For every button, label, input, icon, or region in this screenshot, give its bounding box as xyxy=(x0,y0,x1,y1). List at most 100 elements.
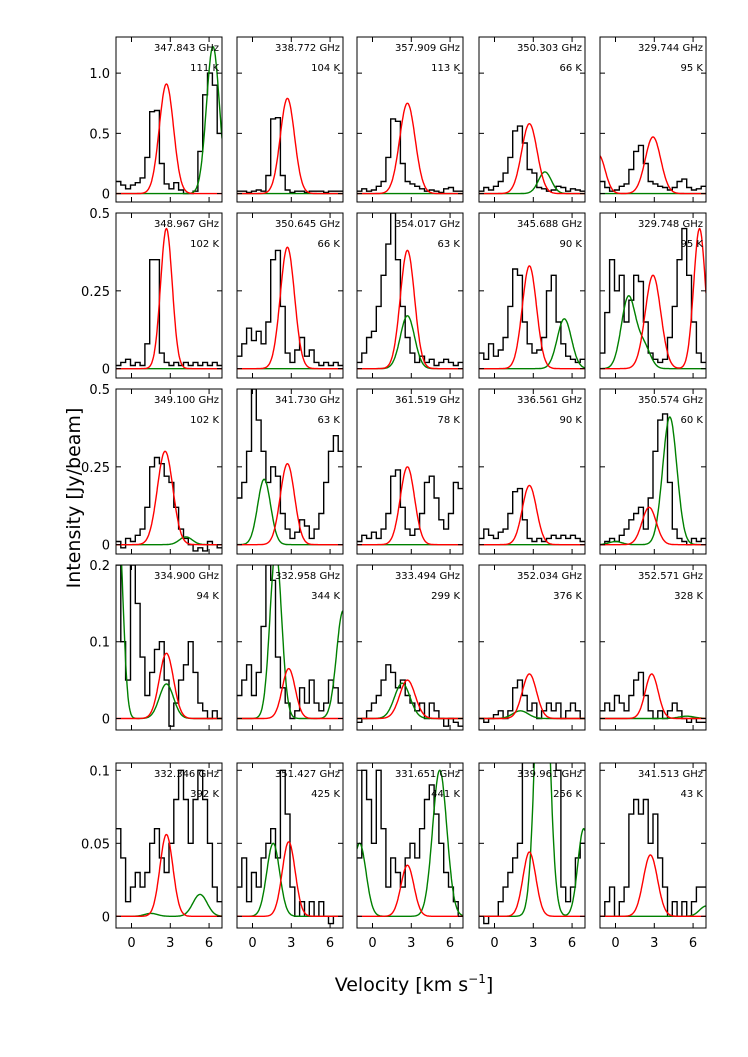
x-tick-label: 3 xyxy=(529,936,537,951)
panel-frame xyxy=(236,388,344,555)
panel-plot-area xyxy=(116,450,222,552)
frequency-label: 333.494 GHz xyxy=(395,571,460,582)
x-tick-label: 3 xyxy=(166,936,174,951)
panel: 0 3 6 0 0.05 0.1 332.346 GHz 392 K xyxy=(81,762,223,951)
temperature-label: 95 K xyxy=(681,239,704,250)
line-fit xyxy=(357,466,463,546)
frequency-label: 331.651 GHz xyxy=(395,769,460,780)
other-species-fit xyxy=(479,171,585,195)
observed-spectrum xyxy=(357,118,463,194)
temperature-label: 102 K xyxy=(190,415,219,426)
panel-plot-area xyxy=(479,673,585,723)
temperature-label: 95 K xyxy=(681,63,704,74)
panel: 354.017 GHz 63 K xyxy=(356,212,464,379)
line-fit xyxy=(357,249,463,370)
y-tick-label: 0.5 xyxy=(89,127,110,142)
panel-plot-area xyxy=(600,798,706,917)
panel: 350.645 GHz 66 K xyxy=(236,212,344,379)
temperature-label: 328 K xyxy=(674,591,703,602)
temperature-label: 344 K xyxy=(311,591,340,602)
temperature-label: 94 K xyxy=(197,591,220,602)
panel-frame xyxy=(599,564,707,731)
panel-plot-area xyxy=(357,769,463,917)
panel-plot-area xyxy=(237,389,343,546)
frequency-label: 350.645 GHz xyxy=(275,219,340,230)
line-fit xyxy=(357,679,463,720)
panel-plot-area xyxy=(600,136,706,195)
panel-plot-area xyxy=(116,769,222,917)
temperature-label: 113 K xyxy=(431,63,460,74)
panel-frame xyxy=(356,388,464,555)
panel: 350.574 GHz 60 K xyxy=(599,388,707,555)
y-tick-label: 0.05 xyxy=(81,837,110,852)
panel-frame xyxy=(115,762,223,929)
frequency-label: 350.574 GHz xyxy=(638,395,703,406)
frequency-label: 345.688 GHz xyxy=(517,219,582,230)
x-axis-label: Velocity [km s−1] xyxy=(335,972,494,996)
frequency-label: 339.961 GHz xyxy=(517,769,582,780)
panel: 0 3 6 351.427 GHz 425 K xyxy=(236,762,344,951)
frequency-label: 350.303 GHz xyxy=(517,43,582,54)
panel: 345.688 GHz 90 K xyxy=(478,212,586,379)
line-fit xyxy=(237,462,343,546)
line-fit xyxy=(600,136,706,195)
temperature-label: 299 K xyxy=(431,591,460,602)
panel-frame xyxy=(478,762,586,929)
panel-plot-area xyxy=(357,213,463,370)
x-tick-label: 0 xyxy=(248,936,256,951)
panel-plot-area xyxy=(237,769,343,925)
observed-spectrum xyxy=(357,664,463,727)
panel: 341.730 GHz 63 K xyxy=(236,388,344,555)
temperature-label: 104 K xyxy=(311,63,340,74)
y-tick-label: 0 xyxy=(102,910,110,925)
panel-plot-area xyxy=(479,265,585,370)
x-tick-label: 0 xyxy=(490,936,498,951)
frequency-label: 338.772 GHz xyxy=(275,43,340,54)
temperature-label: 102 K xyxy=(190,239,219,250)
panel: 0 3 6 339.961 GHz 256 K xyxy=(478,762,586,951)
frequency-label: 352.571 GHz xyxy=(638,571,703,582)
observed-spectrum xyxy=(479,125,585,192)
observed-spectrum xyxy=(357,769,463,917)
panel: 332.958 GHz 344 K xyxy=(236,564,344,731)
panel: 0 0.5 1.0 347.843 GHz 111 K xyxy=(89,36,223,203)
frequency-label: 351.427 GHz xyxy=(275,769,340,780)
x-tick-label: 6 xyxy=(689,936,697,951)
line-fit xyxy=(116,227,222,370)
observed-spectrum xyxy=(479,763,585,925)
frequency-label: 341.730 GHz xyxy=(275,395,340,406)
panel: 336.561 GHz 90 K xyxy=(478,388,586,555)
line-fit xyxy=(600,673,706,720)
line-fit xyxy=(116,450,222,546)
panel: 350.303 GHz 66 K xyxy=(478,36,586,203)
line-fit xyxy=(357,102,463,195)
panel-frame xyxy=(599,212,707,379)
panel: 0 0.25 0.5 349.100 GHz 102 K xyxy=(81,383,223,555)
panel-frame xyxy=(478,212,586,379)
panel-frame xyxy=(356,762,464,929)
panel: 338.772 GHz 104 K xyxy=(236,36,344,203)
x-tick-label: 6 xyxy=(446,936,454,951)
observed-spectrum xyxy=(357,469,463,543)
temperature-label: 90 K xyxy=(560,415,583,426)
temperature-label: 441 K xyxy=(431,789,460,800)
line-fit xyxy=(600,227,706,370)
temperature-label: 392 K xyxy=(190,789,219,800)
temperature-label: 256 K xyxy=(553,789,582,800)
panel-frame xyxy=(236,212,344,379)
frequency-label: 348.967 GHz xyxy=(154,219,219,230)
x-tick-label: 0 xyxy=(127,936,135,951)
y-tick-label: 0 xyxy=(102,539,110,554)
y-tick-label: 0 xyxy=(102,188,110,203)
other-species-fit xyxy=(479,763,585,917)
line-fit xyxy=(116,83,222,195)
panel: 0 3 6 341.513 GHz 43 K xyxy=(599,762,707,951)
panel-frame xyxy=(115,388,223,555)
line-fit xyxy=(237,667,343,720)
observed-spectrum xyxy=(116,456,222,552)
x-axis-label-main: Velocity [km s xyxy=(335,974,468,996)
frequency-label: 357.909 GHz xyxy=(395,43,460,54)
panel-plot-area xyxy=(479,484,585,546)
temperature-label: 66 K xyxy=(318,239,341,250)
